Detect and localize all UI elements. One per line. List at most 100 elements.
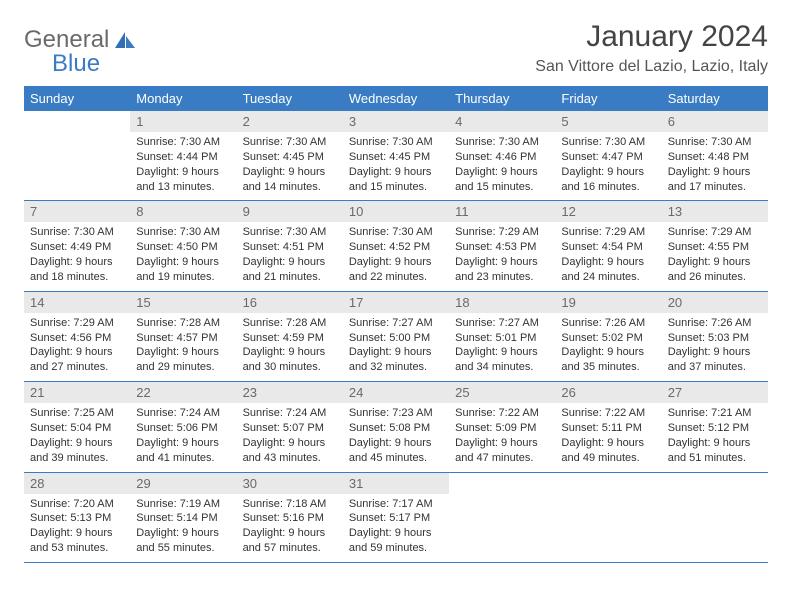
day-number: 25 xyxy=(449,382,555,403)
day-number: 10 xyxy=(343,201,449,222)
day-number: 22 xyxy=(130,382,236,403)
day-details: Sunrise: 7:30 AMSunset: 4:44 PMDaylight:… xyxy=(130,132,236,194)
day-number: 28 xyxy=(24,473,130,494)
day-number: 1 xyxy=(130,111,236,132)
calendar-cell: 3Sunrise: 7:30 AMSunset: 4:45 PMDaylight… xyxy=(343,111,449,200)
calendar-cell: 29Sunrise: 7:19 AMSunset: 5:14 PMDayligh… xyxy=(130,473,236,562)
day-details: Sunrise: 7:29 AMSunset: 4:55 PMDaylight:… xyxy=(662,222,768,284)
calendar-cell xyxy=(662,473,768,562)
calendar-cell: 4Sunrise: 7:30 AMSunset: 4:46 PMDaylight… xyxy=(449,111,555,200)
calendar-week-row: 28Sunrise: 7:20 AMSunset: 5:13 PMDayligh… xyxy=(24,473,768,563)
day-details: Sunrise: 7:22 AMSunset: 5:09 PMDaylight:… xyxy=(449,403,555,465)
day-number: 24 xyxy=(343,382,449,403)
calendar-cell: 8Sunrise: 7:30 AMSunset: 4:50 PMDaylight… xyxy=(130,201,236,290)
day-label-friday: Friday xyxy=(555,86,661,111)
day-details: Sunrise: 7:26 AMSunset: 5:03 PMDaylight:… xyxy=(662,313,768,375)
logo-sail-icon xyxy=(113,30,137,50)
day-details: Sunrise: 7:30 AMSunset: 4:47 PMDaylight:… xyxy=(555,132,661,194)
day-details: Sunrise: 7:27 AMSunset: 5:00 PMDaylight:… xyxy=(343,313,449,375)
calendar-week-row: 1Sunrise: 7:30 AMSunset: 4:44 PMDaylight… xyxy=(24,111,768,201)
page-header: General Blue January 2024 San Vittore de… xyxy=(24,20,768,76)
day-label-thursday: Thursday xyxy=(449,86,555,111)
day-label-sunday: Sunday xyxy=(24,86,130,111)
calendar-cell: 27Sunrise: 7:21 AMSunset: 5:12 PMDayligh… xyxy=(662,382,768,471)
calendar-cell: 1Sunrise: 7:30 AMSunset: 4:44 PMDaylight… xyxy=(130,111,236,200)
day-number: 30 xyxy=(237,473,343,494)
day-details: Sunrise: 7:24 AMSunset: 5:06 PMDaylight:… xyxy=(130,403,236,465)
calendar-cell: 21Sunrise: 7:25 AMSunset: 5:04 PMDayligh… xyxy=(24,382,130,471)
calendar-cell xyxy=(555,473,661,562)
month-title: January 2024 xyxy=(535,20,768,54)
day-number: 26 xyxy=(555,382,661,403)
day-details: Sunrise: 7:29 AMSunset: 4:56 PMDaylight:… xyxy=(24,313,130,375)
day-details: Sunrise: 7:29 AMSunset: 4:54 PMDaylight:… xyxy=(555,222,661,284)
day-details: Sunrise: 7:17 AMSunset: 5:17 PMDaylight:… xyxy=(343,494,449,556)
day-number: 2 xyxy=(237,111,343,132)
calendar-cell xyxy=(24,111,130,200)
day-number: 5 xyxy=(555,111,661,132)
day-number: 14 xyxy=(24,292,130,313)
day-number xyxy=(555,473,661,493)
calendar-body: 1Sunrise: 7:30 AMSunset: 4:44 PMDaylight… xyxy=(24,111,768,563)
day-details: Sunrise: 7:20 AMSunset: 5:13 PMDaylight:… xyxy=(24,494,130,556)
day-details: Sunrise: 7:29 AMSunset: 4:53 PMDaylight:… xyxy=(449,222,555,284)
calendar-cell: 24Sunrise: 7:23 AMSunset: 5:08 PMDayligh… xyxy=(343,382,449,471)
day-number: 20 xyxy=(662,292,768,313)
calendar-cell: 26Sunrise: 7:22 AMSunset: 5:11 PMDayligh… xyxy=(555,382,661,471)
calendar-cell: 28Sunrise: 7:20 AMSunset: 5:13 PMDayligh… xyxy=(24,473,130,562)
calendar-cell: 12Sunrise: 7:29 AMSunset: 4:54 PMDayligh… xyxy=(555,201,661,290)
day-details: Sunrise: 7:18 AMSunset: 5:16 PMDaylight:… xyxy=(237,494,343,556)
day-number: 21 xyxy=(24,382,130,403)
day-details: Sunrise: 7:30 AMSunset: 4:46 PMDaylight:… xyxy=(449,132,555,194)
calendar-cell: 23Sunrise: 7:24 AMSunset: 5:07 PMDayligh… xyxy=(237,382,343,471)
day-details: Sunrise: 7:30 AMSunset: 4:51 PMDaylight:… xyxy=(237,222,343,284)
logo: General Blue xyxy=(24,26,137,54)
day-number: 12 xyxy=(555,201,661,222)
calendar-week-row: 14Sunrise: 7:29 AMSunset: 4:56 PMDayligh… xyxy=(24,292,768,382)
day-label-tuesday: Tuesday xyxy=(237,86,343,111)
calendar-cell: 6Sunrise: 7:30 AMSunset: 4:48 PMDaylight… xyxy=(662,111,768,200)
day-label-saturday: Saturday xyxy=(662,86,768,111)
day-number: 29 xyxy=(130,473,236,494)
day-number: 11 xyxy=(449,201,555,222)
day-details: Sunrise: 7:28 AMSunset: 4:57 PMDaylight:… xyxy=(130,313,236,375)
day-number xyxy=(24,111,130,131)
day-details: Sunrise: 7:23 AMSunset: 5:08 PMDaylight:… xyxy=(343,403,449,465)
calendar-header-row: Sunday Monday Tuesday Wednesday Thursday… xyxy=(24,86,768,111)
calendar-cell: 15Sunrise: 7:28 AMSunset: 4:57 PMDayligh… xyxy=(130,292,236,381)
day-number: 13 xyxy=(662,201,768,222)
calendar-cell: 9Sunrise: 7:30 AMSunset: 4:51 PMDaylight… xyxy=(237,201,343,290)
day-details: Sunrise: 7:22 AMSunset: 5:11 PMDaylight:… xyxy=(555,403,661,465)
calendar-cell: 22Sunrise: 7:24 AMSunset: 5:06 PMDayligh… xyxy=(130,382,236,471)
day-details: Sunrise: 7:28 AMSunset: 4:59 PMDaylight:… xyxy=(237,313,343,375)
calendar-cell: 14Sunrise: 7:29 AMSunset: 4:56 PMDayligh… xyxy=(24,292,130,381)
day-details: Sunrise: 7:27 AMSunset: 5:01 PMDaylight:… xyxy=(449,313,555,375)
calendar-cell: 25Sunrise: 7:22 AMSunset: 5:09 PMDayligh… xyxy=(449,382,555,471)
day-number xyxy=(662,473,768,493)
day-details: Sunrise: 7:25 AMSunset: 5:04 PMDaylight:… xyxy=(24,403,130,465)
day-number: 3 xyxy=(343,111,449,132)
day-number: 6 xyxy=(662,111,768,132)
day-number: 19 xyxy=(555,292,661,313)
day-details: Sunrise: 7:30 AMSunset: 4:45 PMDaylight:… xyxy=(343,132,449,194)
day-number: 27 xyxy=(662,382,768,403)
calendar-cell: 18Sunrise: 7:27 AMSunset: 5:01 PMDayligh… xyxy=(449,292,555,381)
day-details: Sunrise: 7:19 AMSunset: 5:14 PMDaylight:… xyxy=(130,494,236,556)
calendar-cell: 13Sunrise: 7:29 AMSunset: 4:55 PMDayligh… xyxy=(662,201,768,290)
calendar-cell: 2Sunrise: 7:30 AMSunset: 4:45 PMDaylight… xyxy=(237,111,343,200)
location-subtitle: San Vittore del Lazio, Lazio, Italy xyxy=(535,58,768,76)
day-label-monday: Monday xyxy=(130,86,236,111)
day-number: 8 xyxy=(130,201,236,222)
calendar-cell xyxy=(449,473,555,562)
day-details: Sunrise: 7:26 AMSunset: 5:02 PMDaylight:… xyxy=(555,313,661,375)
day-details: Sunrise: 7:30 AMSunset: 4:52 PMDaylight:… xyxy=(343,222,449,284)
day-number: 18 xyxy=(449,292,555,313)
day-number: 7 xyxy=(24,201,130,222)
calendar-cell: 19Sunrise: 7:26 AMSunset: 5:02 PMDayligh… xyxy=(555,292,661,381)
day-number xyxy=(449,473,555,493)
day-number: 17 xyxy=(343,292,449,313)
day-details: Sunrise: 7:30 AMSunset: 4:45 PMDaylight:… xyxy=(237,132,343,194)
day-number: 4 xyxy=(449,111,555,132)
day-label-wednesday: Wednesday xyxy=(343,86,449,111)
day-number: 16 xyxy=(237,292,343,313)
